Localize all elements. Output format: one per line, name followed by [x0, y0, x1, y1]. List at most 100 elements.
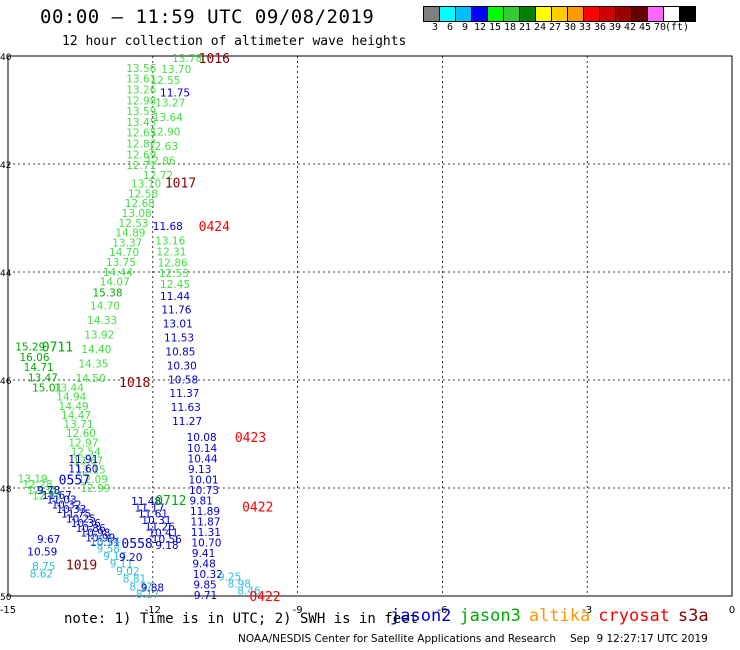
satellite-legend: jason2 jason3 altika cryosat s3a	[390, 606, 717, 626]
wave-height-value: 13.75	[106, 257, 136, 269]
wave-height-value: 9.25	[218, 572, 241, 584]
wave-height-value: 13.71	[64, 419, 94, 431]
legend-jason2: jason2	[390, 606, 452, 626]
pass-time-label: 1019	[66, 559, 97, 574]
wave-height-value: 11.89	[190, 506, 220, 518]
wave-height-value: 10.56	[152, 534, 182, 546]
pass-time-label: 0422	[242, 500, 273, 515]
wave-height-value: 12.09	[78, 474, 108, 486]
wave-height-value: 9.81	[189, 495, 212, 507]
scale-label: 3	[432, 22, 439, 33]
wave-height-value: 13.59	[126, 106, 156, 118]
pass-time-label: 1018	[119, 376, 150, 391]
wave-height-value: 10.86	[76, 523, 106, 535]
scale-label: 21	[519, 22, 532, 33]
y-tick-label: 40	[0, 53, 12, 63]
wave-height-value: 11.67	[42, 490, 72, 502]
pass-time-label: 0712	[155, 494, 186, 509]
wave-height-value: 12.58	[128, 188, 158, 200]
timestamp: Sep 9 12:27:17 UTC 2019	[570, 633, 708, 645]
wave-height-value: 11.17	[135, 502, 165, 514]
wave-height-value: 11.61	[138, 509, 168, 521]
legend-altika: altika	[528, 606, 591, 626]
wave-height-value: 8.17	[136, 589, 159, 601]
scale-label: 18	[504, 22, 517, 33]
wave-height-value: 12.97	[68, 437, 98, 449]
wave-height-value: 10.74	[90, 536, 120, 548]
wave-height-value: 10.44	[188, 453, 218, 465]
wave-height-value: 10.85	[165, 346, 195, 358]
wave-height-value: 11.87	[190, 516, 220, 528]
wave-height-value: 13.16	[155, 236, 185, 248]
y-tick-label: 44	[0, 269, 12, 279]
wave-height-value: 10.70	[191, 537, 221, 549]
pass-time-label: 0558	[121, 537, 152, 552]
scale-label: 27	[549, 22, 562, 33]
wave-height-value: 8.98	[228, 579, 251, 591]
wave-height-value: 10.33	[56, 504, 86, 516]
wave-height-value: 12.65	[126, 128, 156, 140]
wave-height-value: 11.03	[47, 495, 77, 507]
wave-height-value: 12.72	[143, 170, 173, 182]
wave-height-value: 14.89	[115, 228, 145, 240]
wave-height-value: 10.36	[71, 518, 101, 530]
wave-height-value: 10.01	[189, 474, 219, 486]
wave-height-value: 14.44	[103, 267, 133, 279]
wave-height-value: 11.48	[131, 496, 161, 508]
wave-height-value: 12.68	[125, 198, 155, 210]
wave-height-value: 12.54	[71, 446, 101, 458]
wave-height-value: 13.15	[76, 465, 106, 477]
wave-height-value: 13.08	[122, 208, 152, 220]
pass-time-label: 0422	[249, 590, 280, 605]
x-tick-label: 0	[729, 605, 735, 616]
wave-height-value: 13.45	[126, 117, 156, 129]
wave-height-value: 12.31	[156, 246, 186, 258]
wave-height-value: 15.38	[92, 288, 122, 300]
wave-height-value: 13.26	[126, 84, 156, 96]
wave-height-value: 15.29	[15, 342, 45, 354]
wave-height-value: 12.45	[160, 279, 190, 291]
wave-height-value: 11.60	[68, 464, 98, 476]
wave-height-value: 9.41	[192, 548, 215, 560]
wave-height-value: 10.51	[90, 537, 120, 549]
wave-height-value: 9.48	[192, 558, 215, 570]
wave-height-value: 11.76	[161, 305, 191, 317]
scale-unit: (ft)	[665, 22, 690, 33]
pass-time-label: 0557	[59, 473, 90, 488]
chart-subtitle: 12 hour collection of altimeter wave hei…	[62, 34, 407, 49]
wave-height-value: 14.07	[100, 277, 130, 289]
wave-height-value: 12.90	[150, 126, 180, 138]
wave-height-value: 13.47	[28, 372, 58, 384]
wave-height-value: 13.01	[163, 319, 193, 331]
wave-height-value: 10.14	[187, 443, 217, 455]
wave-height-value: 13.67	[73, 456, 103, 468]
wave-height-value: 12.98	[126, 95, 156, 107]
wave-height-value: 10.31	[141, 515, 171, 527]
legend-jason3: jason3	[459, 606, 521, 626]
wave-height-value: 15.01	[32, 383, 62, 395]
wave-height-value: 14.47	[61, 410, 91, 422]
wave-height-value: 11.68	[153, 221, 183, 233]
y-tick-label: 48	[0, 485, 12, 495]
y-tick-label: 42	[0, 161, 11, 171]
wave-height-value: 8.75	[32, 561, 55, 573]
x-tick-label: -15	[0, 605, 16, 616]
wave-height-value: 14.50	[76, 373, 106, 385]
wave-height-value: 11.27	[172, 416, 202, 428]
wave-height-value: 13.61	[126, 74, 156, 86]
wave-height-value: 11.44	[160, 291, 190, 303]
wave-height-value: 10.58	[168, 374, 198, 386]
x-tick-label: -3	[582, 605, 592, 616]
scale-label: 9	[462, 22, 469, 33]
footnote: note: 1) Time is in UTC; 2) SWH is in fe…	[64, 611, 419, 627]
wave-height-value: 12.87	[126, 138, 156, 150]
pass-time-label: 0711	[42, 341, 73, 356]
wave-height-value: 8.81	[123, 574, 146, 586]
wave-height-value: 10.30	[167, 360, 197, 372]
wave-height-value: 10.32	[51, 499, 81, 511]
scale-label: 42	[624, 22, 637, 33]
wave-height-value: 11.53	[164, 333, 194, 345]
y-tick-label: 50	[0, 593, 12, 603]
pass-time-label: 0423	[235, 431, 266, 446]
wave-height-value: 10.59	[27, 547, 57, 559]
